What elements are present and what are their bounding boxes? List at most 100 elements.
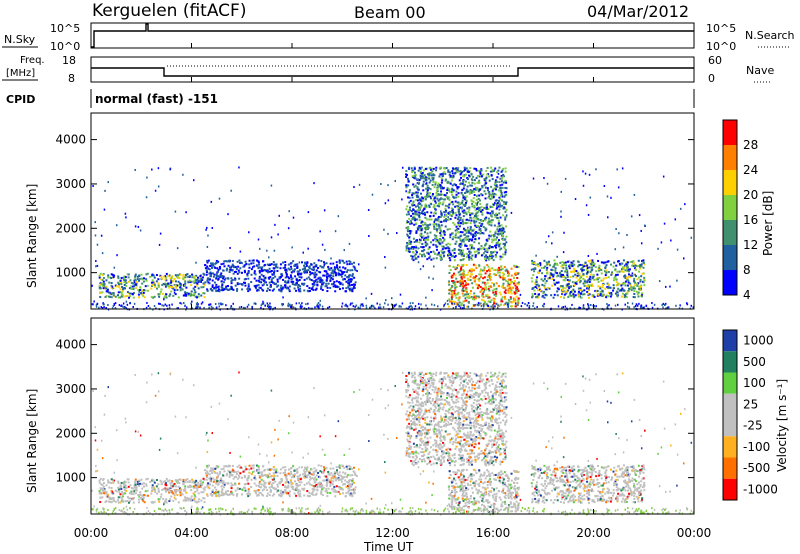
power-cell: [308, 266, 311, 269]
velocity-cell: [133, 486, 136, 489]
velocity-cell: [219, 479, 222, 482]
velocity-cell: [166, 480, 169, 483]
power-cell: [586, 285, 589, 288]
power-cell: [470, 239, 473, 242]
power-cell: [484, 229, 487, 232]
power-cell: [599, 293, 602, 296]
power-cell: [267, 256, 270, 259]
power-cell: [470, 191, 473, 194]
power-cell: [486, 264, 489, 267]
power-cell: [475, 203, 478, 206]
power-cell: [640, 263, 643, 266]
power-cell: [609, 263, 612, 266]
power-cell: [247, 285, 250, 288]
power-cell: [446, 299, 449, 302]
power-cell: [491, 238, 494, 241]
power-cell: [407, 213, 410, 216]
power-cell: [568, 285, 571, 288]
power-cell: [435, 245, 438, 248]
power-cell: [662, 175, 665, 178]
power-cell: [587, 213, 590, 216]
power-cell: [451, 291, 454, 294]
power-cell: [448, 189, 451, 192]
power-cell: [132, 305, 134, 308]
power-cell: [458, 248, 461, 251]
power-cell: [432, 257, 435, 260]
power-cell: [413, 185, 416, 188]
power-cell: [463, 254, 466, 257]
power-cell: [234, 284, 237, 287]
power-cell: [628, 270, 631, 273]
velocity-cell: [179, 488, 182, 491]
power-cell: [288, 290, 291, 293]
power-cell: [660, 241, 663, 244]
power-cell: [451, 280, 454, 283]
power-cell: [110, 281, 113, 284]
power-cell: [638, 276, 641, 279]
power-cell: [315, 269, 318, 272]
power-cell: [93, 300, 95, 303]
power-cell: [466, 177, 469, 180]
power-cell: [640, 304, 643, 307]
power-cell: [498, 227, 501, 230]
power-cell: [428, 276, 430, 279]
power-cell: [405, 186, 408, 189]
power-cell: [615, 292, 618, 295]
power-cell: [475, 220, 478, 223]
velocity-cell: [229, 493, 232, 496]
power-cell: [419, 212, 422, 215]
power-cell: [487, 265, 490, 268]
power-cell: [639, 278, 642, 281]
power-cell: [126, 273, 129, 276]
power-cell: [295, 302, 298, 305]
velocity-cell: [150, 486, 153, 489]
velocity-cell: [307, 474, 310, 477]
velocity-cell: [236, 486, 239, 489]
power-cell: [340, 282, 343, 285]
power-cell: [422, 265, 425, 268]
power-cell: [109, 292, 112, 295]
power-cell: [418, 206, 421, 209]
velocity-cell: [165, 477, 168, 480]
power-cell: [510, 281, 513, 284]
power-cell: [170, 279, 173, 282]
power-cell: [497, 219, 500, 222]
power-cell: [447, 303, 449, 306]
power-cell: [407, 243, 410, 246]
velocity-cell: [276, 474, 279, 477]
power-cell: [413, 223, 416, 226]
power-cell: [532, 177, 535, 180]
power-cell: [637, 295, 640, 298]
power-cell: [690, 304, 693, 307]
velocity-cell: [278, 494, 281, 497]
power-cell: [411, 196, 414, 199]
power-cell: [150, 281, 153, 284]
power-cell: [379, 306, 382, 309]
power-cell: [353, 276, 356, 279]
velocity-cell: [98, 492, 101, 495]
power-cell: [629, 274, 632, 277]
power-cell: [223, 278, 226, 281]
power-cell: [492, 251, 495, 254]
cpid-label: CPID: [6, 93, 35, 106]
power-cell: [426, 211, 429, 214]
power-cell: [323, 270, 326, 273]
power-cell: [463, 306, 465, 309]
power-cell: [416, 213, 419, 216]
velocity-cell: [205, 476, 208, 479]
power-cell: [475, 217, 478, 220]
power-cell: [542, 292, 545, 295]
power-cell: [290, 271, 293, 274]
power-cell: [417, 191, 420, 194]
power-cell: [517, 283, 520, 286]
power-cell: [423, 207, 426, 210]
power-cell: [452, 235, 455, 238]
power-cell: [514, 302, 517, 305]
velocity-cell: [153, 481, 156, 484]
power-cell: [269, 302, 271, 305]
velocity-cell: [131, 498, 134, 501]
power-cell: [582, 304, 585, 307]
power-cell: [201, 278, 204, 281]
power-cell: [486, 270, 489, 273]
